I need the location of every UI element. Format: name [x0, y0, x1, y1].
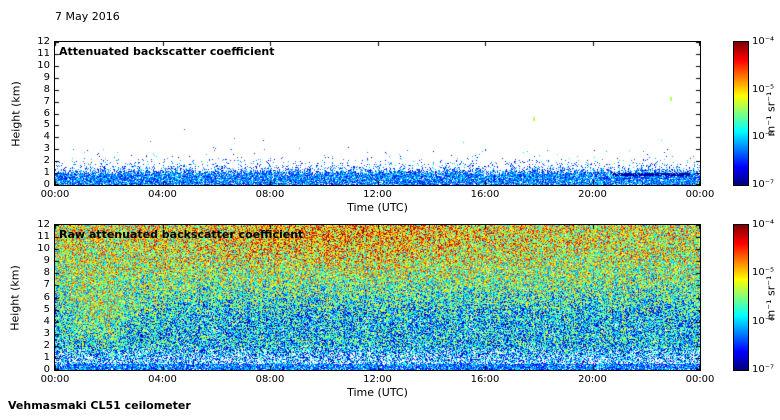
colorbar-tick-label: 10⁻⁶ [752, 315, 775, 327]
y-tick-label: 6 [43, 107, 50, 119]
y-tick-label: 1 [43, 167, 50, 179]
y-tick-label: 2 [43, 155, 50, 167]
colorbar-tick-label: 10⁻⁴ [752, 219, 775, 230]
y-tick-label: 0 [43, 364, 50, 375]
y-tick-label: 8 [43, 83, 50, 95]
y-axis-label-raw: Height (km) [8, 265, 22, 331]
y-tick-label: 9 [43, 255, 50, 267]
date-label: 7 May 2016 [55, 10, 120, 23]
x-tick-label: 12:00 [363, 374, 392, 385]
colorbar-tick-label: 10⁻⁴ [752, 36, 775, 47]
y-tick-label: 11 [37, 47, 50, 59]
x-tick-label: 08:00 [255, 189, 285, 200]
x-tick-label: 20:00 [578, 374, 607, 385]
colorbar-canvas-raw [734, 225, 748, 370]
x-tick-label: 08:00 [255, 374, 285, 385]
colorbar-tick-label: 10⁻⁷ [752, 179, 775, 190]
colorbar-canvas-attenuated [734, 42, 748, 185]
panel-title-attenuated: Attenuated backscatter coefficient [59, 45, 275, 58]
plot-area-attenuated [54, 41, 701, 186]
colorbar-tick-label: 10⁻⁵ [752, 267, 775, 279]
footer-label: Vehmasmaki CL51 ceilometer [8, 399, 191, 412]
y-tick-label: 3 [43, 327, 50, 339]
y-tick-label: 11 [37, 231, 50, 243]
x-tick-label: 12:00 [363, 189, 392, 200]
y-tick-label: 12 [37, 36, 50, 47]
y-tick-label: 1 [43, 351, 50, 363]
colorbar-tick-label: 10⁻⁵ [752, 83, 775, 95]
x-tick-label: 04:00 [148, 189, 177, 200]
y-tick-label: 6 [43, 291, 50, 303]
x-tick-label: 04:00 [148, 374, 177, 385]
plot-area-raw [54, 224, 701, 371]
x-tick-label: 20:00 [578, 189, 607, 200]
x-tick-label: 00:00 [40, 374, 70, 385]
y-axis-label-attenuated: Height (km) [9, 81, 23, 147]
x-axis-label-raw: Time (UTC) [347, 386, 408, 399]
y-tick-label: 4 [43, 315, 50, 327]
colorbar-tick-label: 10⁻⁶ [752, 131, 775, 143]
colorbar-raw [733, 224, 749, 371]
x-tick-label: 00:00 [40, 189, 70, 200]
colorbar-units-label-raw: m⁻¹ sr⁻¹ [764, 275, 778, 321]
y-tick-label: 12 [37, 219, 50, 230]
y-tick-label: 7 [43, 95, 50, 107]
colorbar-tick-label: 10⁻⁷ [752, 364, 775, 375]
x-tick-label: 00:00 [685, 374, 715, 385]
y-tick-label: 9 [43, 71, 50, 83]
y-tick-label: 3 [43, 143, 50, 155]
heatmap-canvas-raw [55, 225, 700, 370]
colorbar-attenuated [733, 41, 749, 186]
y-tick-label: 8 [43, 267, 50, 279]
colorbar-units-label-attenuated: m⁻¹ sr⁻¹ [764, 91, 778, 137]
x-tick-label: 16:00 [470, 374, 500, 385]
y-tick-label: 0 [43, 179, 50, 190]
x-tick-label: 16:00 [470, 189, 500, 200]
x-tick-label: 00:00 [685, 189, 715, 200]
y-tick-label: 10 [37, 243, 50, 255]
y-tick-label: 5 [43, 119, 50, 131]
y-tick-label: 5 [43, 303, 50, 315]
y-tick-label: 4 [43, 131, 50, 143]
y-tick-label: 7 [43, 279, 50, 291]
heatmap-canvas-attenuated [55, 42, 700, 185]
y-tick-label: 10 [37, 59, 50, 71]
x-axis-label-attenuated: Time (UTC) [347, 201, 408, 214]
panel-title-raw: Raw attenuated backscatter coefficient [59, 228, 304, 241]
y-tick-label: 2 [43, 339, 50, 351]
